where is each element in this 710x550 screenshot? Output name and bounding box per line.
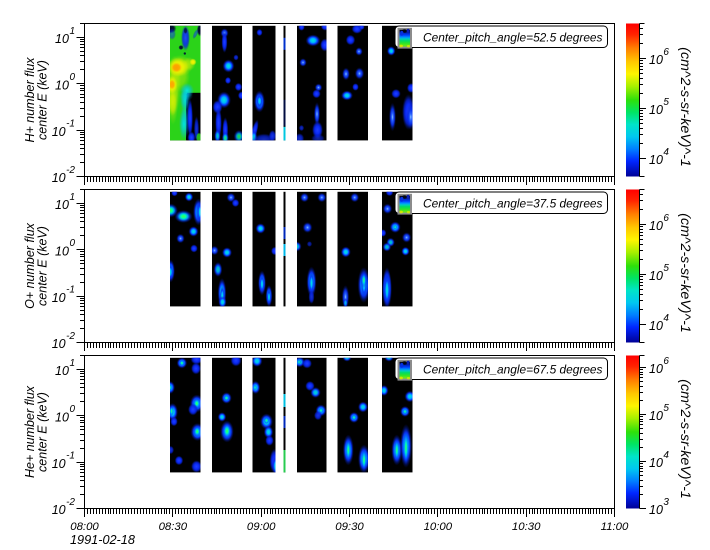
svg-text:08:30: 08:30: [159, 521, 188, 533]
svg-text:08:00: 08:00: [70, 521, 99, 533]
svg-text:Center_pitch_angle=37.5 degree: Center_pitch_angle=37.5 degrees: [423, 197, 603, 211]
svg-text:center E (keV): center E (keV): [36, 392, 50, 472]
svg-text:O+ number flux: O+ number flux: [23, 222, 37, 309]
svg-text:Center_pitch_angle=52.5 degree: Center_pitch_angle=52.5 degrees: [423, 31, 603, 45]
svg-text:09:00: 09:00: [247, 521, 276, 533]
svg-text:10:00: 10:00: [424, 521, 453, 533]
svg-text:H+ number flux: H+ number flux: [23, 57, 37, 143]
svg-text:1991-02-18: 1991-02-18: [70, 533, 135, 547]
svg-text:10:30: 10:30: [512, 521, 541, 533]
svg-text:11:00: 11:00: [601, 521, 629, 533]
svg-text:(cm^2-s-sr-keV)^-1: (cm^2-s-sr-keV)^-1: [677, 379, 693, 498]
svg-text:center E (keV): center E (keV): [36, 226, 50, 306]
svg-text:Center_pitch_angle=67.5 degree: Center_pitch_angle=67.5 degrees: [423, 363, 603, 377]
svg-text:center E (keV): center E (keV): [36, 60, 50, 140]
svg-text:He+ number flux: He+ number flux: [23, 385, 37, 478]
svg-text:09:30: 09:30: [335, 521, 364, 533]
svg-text:(cm^2-s-sr-keV)^-1: (cm^2-s-sr-keV)^-1: [677, 47, 693, 166]
svg-text:(cm^2-s-sr-keV)^-1: (cm^2-s-sr-keV)^-1: [677, 213, 693, 332]
